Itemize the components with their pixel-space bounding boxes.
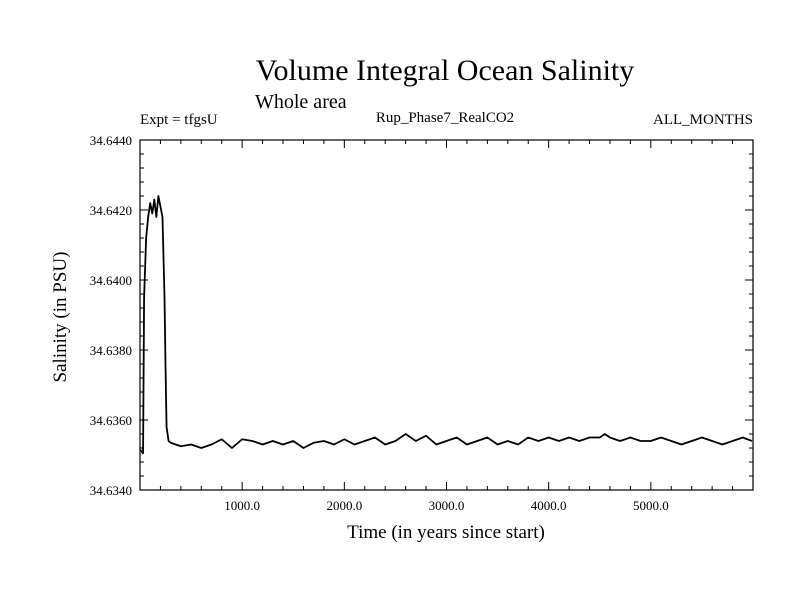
annotation-months: ALL_MONTHS — [653, 112, 753, 128]
y-tick-label: 34.6360 — [90, 413, 132, 428]
x-tick-label: 4000.0 — [531, 498, 567, 513]
y-tick-label: 34.6380 — [90, 343, 132, 358]
annotation-experiment: Expt = tfgsU — [140, 112, 218, 128]
y-tick-label: 34.6420 — [90, 203, 132, 218]
annotation-run: Rup_Phase7_RealCO2 — [376, 110, 514, 126]
chart-subtitle: Whole area — [255, 91, 347, 113]
x-tick-label: 3000.0 — [429, 498, 465, 513]
x-tick-label: 1000.0 — [224, 498, 260, 513]
x-tick-label: 5000.0 — [633, 498, 669, 513]
series-layer — [139, 195, 753, 455]
x-tick-label: 2000.0 — [326, 498, 362, 513]
chart-title: Volume Integral Ocean Salinity — [256, 54, 635, 87]
y-axis-label: Salinity (in PSU) — [50, 252, 71, 383]
y-axis: 34.6340 34.6360 34.6380 34.6400 34.6420 34.64… — [90, 133, 753, 498]
x-axis: 1000.0 2000.0 3000.0 4000.0 5000.0 — [159, 140, 734, 513]
series-line-salinity — [139, 195, 753, 455]
y-tick-label: 34.6400 — [90, 273, 132, 288]
y-tick-label: 34.6440 — [90, 133, 132, 148]
x-axis-label: Time (in years since start) — [347, 522, 545, 543]
y-tick-label: 34.6340 — [90, 483, 132, 498]
